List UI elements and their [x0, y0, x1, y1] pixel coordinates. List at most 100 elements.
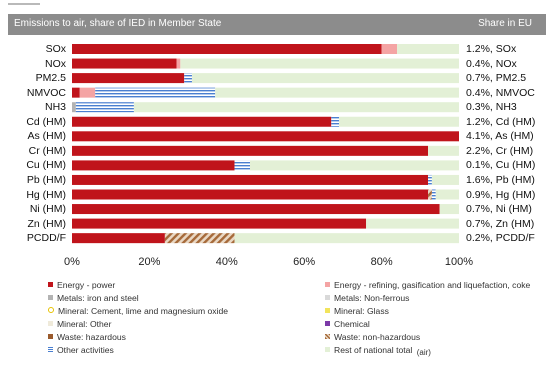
- legend-item: Metals: iron and steel: [48, 293, 139, 303]
- category-label: SOx: [45, 43, 66, 55]
- legend-label: Mineral: Glass: [334, 306, 389, 316]
- bar-segment: [431, 189, 436, 200]
- share-in-eu-label: 0.1%, Cu (HM): [466, 159, 536, 172]
- bar-segment: [431, 174, 459, 185]
- share-in-eu-label: 4.1%, As (HM): [466, 130, 534, 143]
- legend-item: Mineral: Other: [48, 319, 111, 329]
- bar-segment: [428, 174, 432, 185]
- share-in-eu-label: 0.4%, NMVOC: [466, 86, 535, 99]
- bar-segment: [72, 73, 185, 84]
- legend-label: Energy - refining, gasification and liqu…: [334, 280, 531, 290]
- chart-header-bar: Emissions to air, share of IED in Member…: [8, 14, 546, 35]
- legend-swatch: [325, 334, 330, 339]
- x-tick-label: 80%: [370, 256, 393, 268]
- bar-segment: [439, 204, 459, 215]
- bar-segment: [72, 116, 332, 127]
- bar-segment: [72, 44, 382, 54]
- chart-title: Emissions to air, share of IED in Member…: [14, 18, 222, 29]
- category-label: Pb (HM): [26, 173, 66, 186]
- legend-label: Other activities: [57, 345, 114, 355]
- bar-segment: [428, 145, 459, 156]
- share-in-eu-label: 0.9%, Hg (HM): [466, 188, 536, 201]
- category-label: Cu (HM): [26, 159, 66, 172]
- legend-item: Other activities: [48, 345, 114, 355]
- chart-legend: Energy - power Energy - refining, gasifi…: [0, 276, 552, 365]
- legend-swatch: [48, 347, 53, 352]
- share-in-eu-label: 0.2%, PCDD/F: [466, 232, 535, 245]
- bar-segment: [180, 58, 460, 69]
- category-label: NH3: [44, 101, 66, 114]
- share-in-eu-header: Share in EU: [478, 18, 532, 29]
- bar-segment: [184, 73, 192, 84]
- bar-segment: [72, 189, 429, 200]
- legend-label: Energy - power: [57, 280, 116, 290]
- legend-label: Metals: iron and steel: [57, 293, 139, 303]
- legend-swatch: [48, 295, 53, 300]
- bar-segment: [72, 102, 76, 113]
- share-in-eu-label: 2.2%, Cr (HM): [466, 144, 534, 157]
- bar-segment: [164, 233, 235, 244]
- category-label: NOx: [45, 57, 66, 70]
- legend-item: Energy - refining, gasification and liqu…: [325, 280, 530, 290]
- bar-segment: [331, 116, 340, 127]
- legend-swatch: [48, 282, 53, 287]
- bar-segment: [397, 44, 459, 54]
- legend-swatch: [325, 295, 330, 300]
- legend-swatch: [325, 308, 330, 313]
- bar-segment: [72, 58, 177, 69]
- category-label: Hg (HM): [26, 188, 66, 201]
- legend-item: Rest of national total (air): [325, 345, 431, 357]
- legend-label: Mineral: Other: [57, 319, 112, 329]
- bar-segment: [234, 160, 251, 171]
- bar-segment: [339, 116, 459, 127]
- bar-segment: [176, 58, 181, 69]
- legend-swatch: [325, 282, 330, 287]
- share-in-eu-label: 0.7%, Ni (HM): [466, 203, 532, 216]
- header-accent-line: [8, 3, 40, 5]
- x-tick-label: 40%: [215, 256, 238, 268]
- bar-segment: [79, 87, 96, 98]
- category-label: Ni (HM): [29, 203, 66, 216]
- bar-segment: [72, 145, 429, 156]
- bar-segment: [75, 102, 134, 113]
- bar-segment: [215, 87, 459, 98]
- bar-segment: [366, 218, 459, 229]
- legend-item: Chemical: [325, 319, 370, 329]
- bar-segment: [381, 44, 398, 54]
- share-in-eu-label: 1.2%, Cd (HM): [466, 115, 536, 128]
- legend-item: Waste: hazardous: [48, 332, 126, 342]
- bar-segment: [72, 87, 80, 98]
- bar-segment: [428, 189, 432, 200]
- bar-segment: [234, 233, 459, 244]
- legend-label: Chemical: [334, 319, 370, 329]
- share-in-eu-label: 0.3%, NH3: [466, 101, 517, 114]
- legend-item: Mineral: Cement, lime and magnesium oxid…: [48, 306, 228, 316]
- legend-item: Energy - power: [48, 280, 115, 290]
- share-in-eu-label: 0.7%, Zn (HM): [466, 217, 535, 230]
- share-in-eu-label: 0.7%, PM2.5: [466, 72, 527, 85]
- legend-swatch: [48, 307, 54, 313]
- legend-label: Mineral: Cement, lime and magnesium oxid…: [58, 306, 229, 316]
- legend-swatch: [48, 321, 53, 326]
- bar-segment: [72, 233, 165, 244]
- stacked-bar-chart: SOx NOx PM2.5 NMVOC NH3 Cd (HM) As (HM) Cr (HM)…: [26, 43, 536, 268]
- x-tick-label: 100%: [444, 256, 474, 268]
- legend-item: Metals: Non-ferrous: [325, 293, 409, 303]
- legend-label: Rest of national total: [334, 345, 413, 355]
- category-label: Zn (HM): [27, 217, 67, 230]
- x-tick-label: 20%: [138, 256, 161, 268]
- category-label: PM2.5: [35, 72, 66, 85]
- bar-segment: [72, 174, 429, 185]
- category-label: As (HM): [27, 130, 67, 143]
- bar-segment: [95, 87, 216, 98]
- share-in-eu-label: 1.2%, SOx: [466, 43, 517, 55]
- bar-segment: [133, 102, 460, 113]
- chart-svg: [72, 44, 460, 244]
- share-in-eu-label: 0.4%, NOx: [466, 57, 517, 70]
- legend-swatch: [48, 334, 53, 339]
- x-tick-label: 60%: [293, 256, 316, 268]
- x-tick-label: 0%: [64, 256, 80, 268]
- share-in-eu-label: 1.6%, Pb (HM): [466, 173, 535, 186]
- legend-suffix: (air): [416, 348, 431, 357]
- bar-segment: [191, 73, 459, 84]
